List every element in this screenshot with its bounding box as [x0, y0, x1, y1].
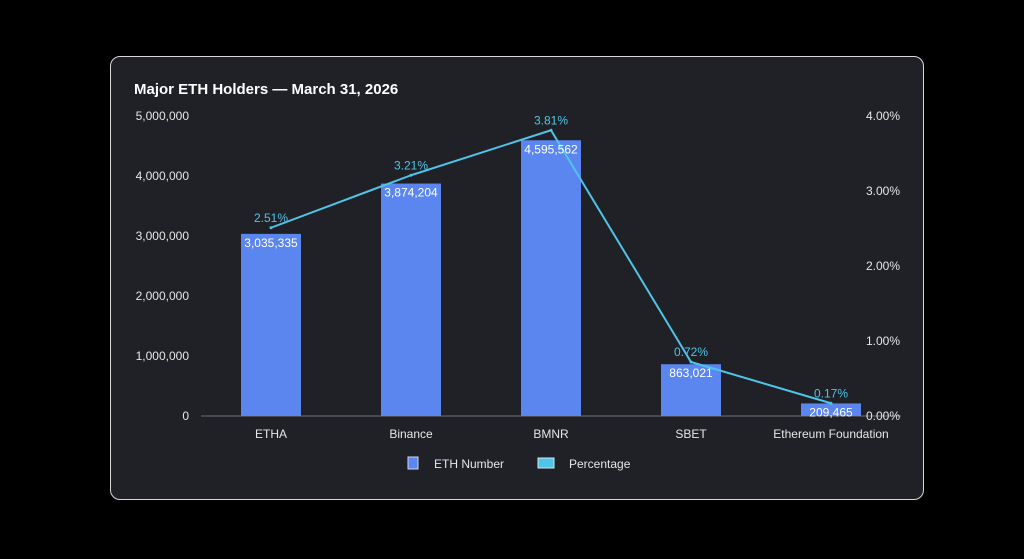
y-tick-label: 0: [182, 409, 189, 423]
bar-value-label: 209,465: [809, 405, 853, 419]
percentage-value-label: 0.72%: [674, 345, 708, 359]
percentage-value-label: 3.21%: [394, 158, 428, 172]
x-tick-label: BMNR: [533, 427, 569, 441]
x-tick-label: SBET: [675, 427, 707, 441]
bar[interactable]: [381, 183, 441, 416]
legend[interactable]: ETH Number Percentage: [407, 456, 631, 471]
x-tick-label: Ethereum Foundation: [773, 427, 888, 441]
y2-tick-label: 0.00%: [866, 409, 900, 423]
legend-percentage-label[interactable]: Percentage: [569, 457, 631, 471]
bars: [241, 140, 861, 416]
percentage-value-label: 2.51%: [254, 211, 288, 225]
legend-eth-number-label[interactable]: ETH Number: [434, 457, 504, 471]
x-tick-label: ETHA: [255, 427, 287, 441]
y-tick-label: 2,000,000: [136, 289, 190, 303]
y-tick-label: 3,000,000: [136, 229, 190, 243]
y2-tick-label: 2.00%: [866, 259, 900, 273]
bar[interactable]: [521, 140, 581, 416]
y2-tick-label: 3.00%: [866, 184, 900, 198]
chart-card: Major ETH Holders — March 31, 2026 0 1,00…: [110, 56, 924, 500]
percentage-line-layer: [269, 128, 833, 405]
y2-tick-label: 1.00%: [866, 334, 900, 348]
percentage-point[interactable]: [269, 226, 273, 230]
bar-value-label: 3,035,335: [244, 236, 298, 250]
percentage-point[interactable]: [829, 401, 833, 405]
y-tick-label: 5,000,000: [136, 109, 190, 123]
percentage-point[interactable]: [689, 360, 693, 364]
percentage-value-label: 3.81%: [534, 113, 568, 127]
bar-value-label: 863,021: [669, 366, 713, 380]
chart-title: Major ETH Holders — March 31, 2026: [134, 81, 398, 98]
x-tick-label: Binance: [389, 427, 433, 441]
percentage-point[interactable]: [409, 173, 413, 177]
bar-value-label: 3,874,204: [384, 186, 438, 200]
y-tick-label: 1,000,000: [136, 349, 190, 363]
legend-percentage-swatch[interactable]: [537, 457, 555, 469]
y-tick-label: 4,000,000: [136, 169, 190, 183]
y2-tick-label: 4.00%: [866, 109, 900, 123]
bar[interactable]: [241, 233, 301, 416]
bar-value-label: 4,595,562: [524, 142, 578, 156]
data-labels: 3,035,335 3,874,204 4,595,562 863,021 209,46…: [244, 113, 853, 419]
percentage-point[interactable]: [549, 128, 553, 132]
chart: Major ETH Holders — March 31, 2026 0 1,00…: [134, 81, 901, 471]
legend-eth-number-swatch[interactable]: [407, 456, 419, 470]
bar[interactable]: [801, 403, 861, 416]
bar[interactable]: [661, 364, 721, 416]
axes: 0 1,000,000 2,000,000 3,000,000 4,000,000 5,0…: [136, 109, 901, 441]
percentage-value-label: 0.17%: [814, 386, 848, 400]
